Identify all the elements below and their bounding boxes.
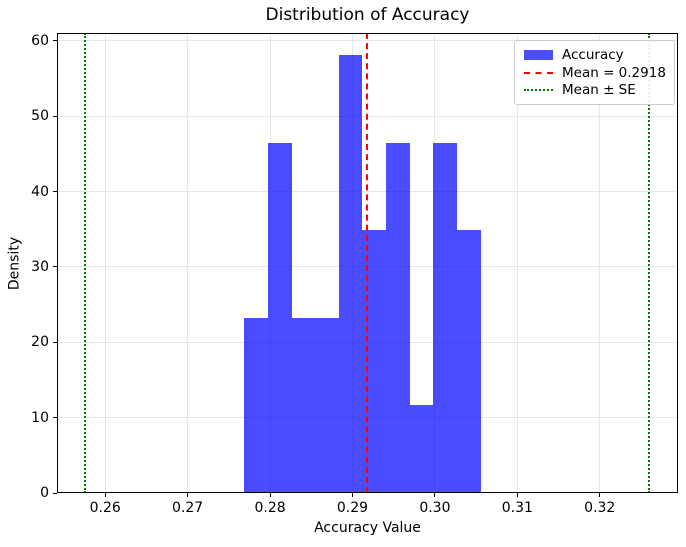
x-tick-mark-0.31 bbox=[516, 493, 518, 497]
gridline-x-0.32 bbox=[599, 33, 601, 493]
y-tick-mark-0 bbox=[53, 492, 57, 494]
y-tick-label-10: 10 bbox=[31, 409, 49, 426]
legend: Accuracy Mean = 0.2918 Mean ± SE bbox=[514, 40, 675, 105]
y-tick-mark-10 bbox=[53, 417, 57, 419]
y-tick-label-60: 60 bbox=[31, 32, 49, 49]
gridline-x-0.31 bbox=[516, 33, 518, 493]
histogram-bar-8 bbox=[410, 405, 433, 493]
y-tick-label-0: 0 bbox=[40, 485, 49, 501]
x-tick-mark-0.27 bbox=[187, 493, 189, 497]
mean-line bbox=[366, 33, 369, 493]
x-tick-label-0.27: 0.27 bbox=[172, 500, 204, 516]
chart-title: Distribution of Accuracy bbox=[265, 5, 470, 25]
legend-label-accuracy: Accuracy bbox=[562, 47, 624, 63]
legend-label-mean-se: Mean ± SE bbox=[562, 82, 636, 98]
x-tick-label-0.31: 0.31 bbox=[501, 500, 533, 516]
y-tick-label-20: 20 bbox=[31, 334, 49, 351]
y-tick-label-30: 30 bbox=[31, 258, 49, 275]
y-tick-mark-50 bbox=[53, 115, 57, 117]
gridline-x-0.26 bbox=[104, 33, 106, 493]
x-tick-mark-0.28 bbox=[269, 493, 271, 497]
x-tick-label-0.28: 0.28 bbox=[254, 500, 286, 516]
histogram-bar-7 bbox=[386, 142, 410, 493]
legend-label-mean: Mean = 0.2918 bbox=[562, 64, 666, 81]
legend-swatch-se-dotted-line bbox=[524, 89, 553, 91]
histogram-bar-4 bbox=[315, 317, 339, 493]
legend-swatch-accuracy-patch bbox=[524, 50, 553, 60]
y-tick-label-50: 50 bbox=[31, 108, 49, 125]
histogram-bar-6 bbox=[362, 230, 386, 493]
y-tick-mark-30 bbox=[53, 266, 57, 268]
gridline-x-0.27 bbox=[187, 33, 189, 493]
legend-item-mean: Mean = 0.2918 bbox=[524, 64, 666, 81]
x-tick-mark-0.26 bbox=[104, 493, 106, 497]
histogram-bar-9 bbox=[433, 142, 457, 493]
mean-plus-se-line bbox=[648, 33, 651, 493]
y-tick-label-40: 40 bbox=[31, 183, 49, 200]
mean-minus-se-line bbox=[84, 33, 87, 493]
x-tick-label-0.26: 0.26 bbox=[89, 500, 121, 516]
x-tick-mark-0.29 bbox=[351, 493, 353, 497]
x-tick-label-0.29: 0.29 bbox=[336, 500, 369, 516]
y-tick-mark-20 bbox=[53, 341, 57, 343]
histogram-bar-5 bbox=[339, 54, 362, 493]
legend-item-accuracy: Accuracy bbox=[524, 48, 665, 62]
histogram-bar-2 bbox=[268, 142, 292, 493]
histogram-bar-10 bbox=[457, 230, 481, 493]
x-tick-mark-0.30 bbox=[434, 493, 436, 497]
legend-item-mean-se: Mean ± SE bbox=[524, 83, 665, 97]
y-tick-mark-60 bbox=[53, 40, 57, 42]
x-axis-label: Accuracy Value bbox=[314, 520, 421, 536]
y-tick-mark-40 bbox=[53, 191, 57, 193]
histogram-bar-3 bbox=[292, 317, 315, 493]
legend-swatch-mean-dashed-line bbox=[524, 71, 553, 74]
histogram-bar-1 bbox=[244, 317, 268, 493]
x-tick-mark-0.32 bbox=[599, 493, 601, 497]
x-tick-label-0.32: 0.32 bbox=[584, 500, 616, 516]
x-tick-label-0.30: 0.30 bbox=[419, 500, 451, 516]
